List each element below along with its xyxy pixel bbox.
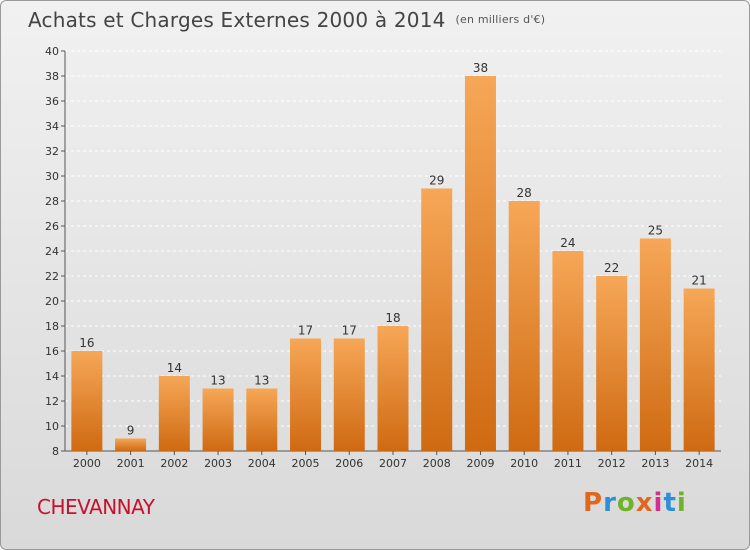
- bar: [639, 238, 671, 451]
- data-label: 21: [691, 274, 706, 288]
- x-tick-label: 2010: [510, 457, 538, 470]
- bar: [508, 201, 540, 451]
- x-tick-label: 2014: [685, 457, 713, 470]
- bar: [290, 338, 322, 451]
- x-tick-label: 2004: [248, 457, 276, 470]
- data-label: 28: [517, 186, 532, 200]
- bar: [683, 288, 715, 451]
- bar: [552, 251, 584, 451]
- y-tick-label: 26: [45, 220, 59, 233]
- y-tick-label: 8: [52, 445, 59, 458]
- y-tick-label: 16: [45, 345, 59, 358]
- logo-letter: o: [616, 488, 636, 518]
- x-tick-label: 2007: [379, 457, 407, 470]
- data-label: 25: [648, 224, 663, 238]
- x-tick-label: 2006: [335, 457, 363, 470]
- y-tick-label: 32: [45, 145, 59, 158]
- bar: [246, 388, 278, 451]
- x-tick-label: 2001: [117, 457, 145, 470]
- bar: [71, 351, 103, 451]
- bar: [377, 326, 409, 451]
- logo-letter: P: [583, 488, 604, 518]
- x-tick-label: 2000: [73, 457, 101, 470]
- y-tick-label: 14: [45, 370, 59, 383]
- y-tick-label: 40: [45, 45, 59, 58]
- x-tick-label: 2005: [292, 457, 320, 470]
- logo-letter: i: [653, 488, 664, 518]
- logo-letter: x: [635, 488, 654, 518]
- data-label: 16: [79, 336, 94, 350]
- y-tick-label: 30: [45, 170, 59, 183]
- y-tick-label: 38: [45, 70, 59, 83]
- bar: [158, 376, 190, 451]
- y-tick-label: 36: [45, 95, 59, 108]
- data-label: 14: [167, 361, 182, 375]
- x-tick-label: 2008: [423, 457, 451, 470]
- data-label: 18: [385, 311, 400, 325]
- y-tick-label: 18: [45, 320, 59, 333]
- x-tick-label: 2003: [204, 457, 232, 470]
- data-label: 13: [254, 374, 269, 388]
- y-tick-label: 10: [45, 420, 59, 433]
- y-tick-label: 24: [45, 245, 59, 258]
- place-name: CHEVANNAY: [37, 495, 155, 519]
- bar: [115, 438, 147, 451]
- data-label: 17: [298, 324, 313, 338]
- data-label: 22: [604, 261, 619, 275]
- y-tick-label: 28: [45, 195, 59, 208]
- logo-letter: t: [663, 488, 677, 518]
- data-label: 17: [342, 324, 357, 338]
- chart-title: Achats et Charges Externes 2000 à 2014 (e…: [28, 8, 545, 32]
- data-label: 38: [473, 61, 488, 75]
- data-label: 24: [560, 236, 575, 250]
- x-tick-label: 2009: [466, 457, 494, 470]
- logo-letter: i: [676, 488, 687, 518]
- y-tick-label: 20: [45, 295, 59, 308]
- x-tick-label: 2013: [641, 457, 669, 470]
- logo-letter: r: [603, 488, 617, 518]
- bar: [596, 276, 628, 451]
- proxiti-logo: Proxiti: [583, 488, 687, 518]
- x-tick-label: 2011: [554, 457, 582, 470]
- data-label: 9: [127, 424, 135, 438]
- x-tick-label: 2002: [160, 457, 188, 470]
- chart-unit: (en milliers d'€): [455, 13, 546, 26]
- bar: [421, 188, 453, 451]
- bar: [464, 76, 496, 451]
- y-tick-label: 22: [45, 270, 59, 283]
- bar: [333, 338, 365, 451]
- chart-title-text: Achats et Charges Externes 2000 à 2014: [28, 8, 446, 32]
- x-tick-label: 2012: [598, 457, 626, 470]
- data-label: 13: [210, 374, 225, 388]
- y-tick-label: 12: [45, 395, 59, 408]
- y-tick-label: 34: [45, 120, 59, 133]
- data-label: 29: [429, 174, 444, 188]
- bar: [202, 388, 234, 451]
